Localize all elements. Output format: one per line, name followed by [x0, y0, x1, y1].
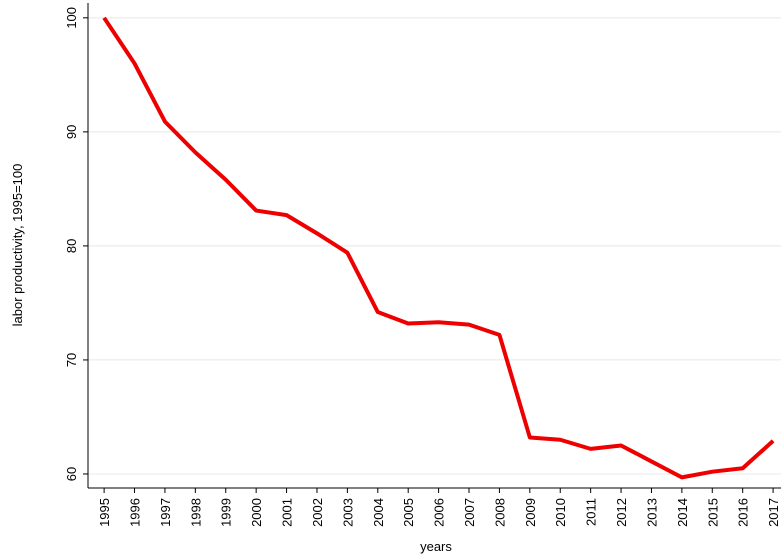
x-tick-label: 2001 [280, 498, 295, 527]
y-tick-label: 100 [64, 7, 79, 29]
x-tick-label: 2002 [310, 498, 325, 527]
x-tick-label: 1998 [188, 498, 203, 527]
y-axis-label: labor productivity, 1995=100 [10, 164, 25, 327]
x-tick-label: 1999 [219, 498, 234, 527]
x-tick-label: 2009 [523, 498, 538, 527]
x-tick-label: 2012 [614, 498, 629, 527]
x-tick-label: 2016 [736, 498, 751, 527]
x-tick-label: 2013 [644, 498, 659, 527]
x-tick-label: 2015 [705, 498, 720, 527]
x-tick-label: 2014 [675, 498, 690, 527]
x-tick-label: 2011 [584, 498, 599, 526]
x-tick-label: 2008 [492, 498, 507, 527]
y-tick-label: 90 [64, 125, 79, 139]
x-tick-label: 1996 [128, 498, 143, 527]
x-tick-label: 2007 [462, 498, 477, 527]
x-tick-label: 1997 [158, 498, 173, 527]
x-axis-label: years [420, 539, 452, 554]
x-tick-label: 2017 [766, 498, 781, 527]
x-tick-label: 2000 [249, 498, 264, 527]
data-line [102, 16, 775, 480]
x-tick-label: 2006 [432, 498, 447, 527]
x-tick-label: 2003 [340, 498, 355, 527]
y-tick-label: 60 [64, 467, 79, 481]
y-tick-label: 70 [64, 353, 79, 367]
x-tick-label: 2004 [371, 498, 386, 527]
x-tick-label: 2005 [401, 498, 416, 527]
x-tick-label: 1995 [97, 498, 112, 527]
x-tick-label: 2010 [553, 498, 568, 527]
y-tick-label: 80 [64, 239, 79, 253]
